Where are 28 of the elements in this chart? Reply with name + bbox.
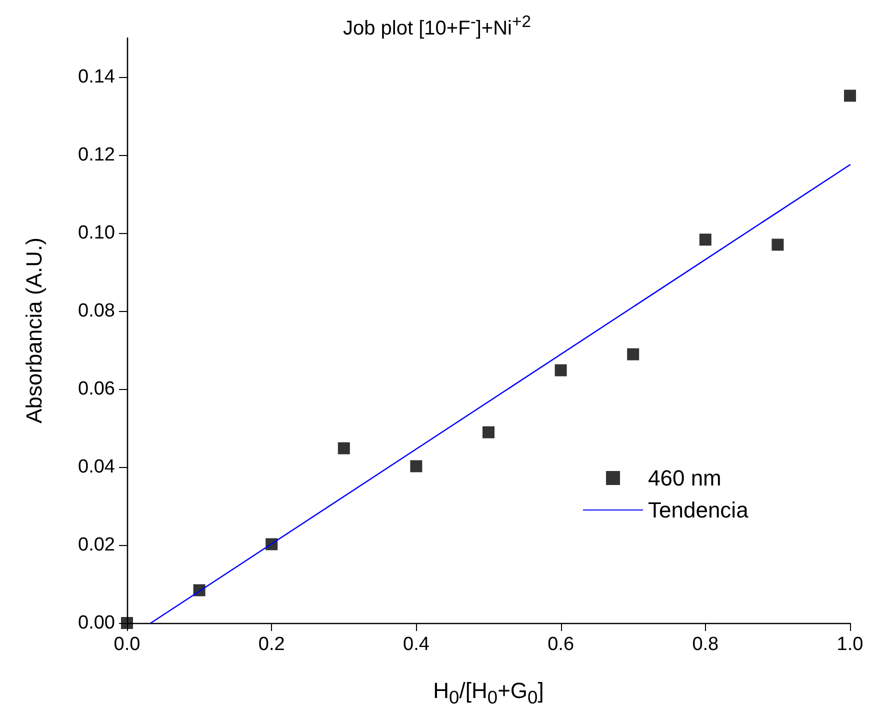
- y-tick-label: 0.04: [78, 456, 116, 478]
- point: [844, 90, 856, 102]
- point: [554, 364, 567, 376]
- y-tick-label: 0.06: [78, 378, 115, 400]
- x-tick-label: 0.6: [548, 634, 574, 655]
- point: [410, 460, 422, 472]
- x-tick-label: 0.8: [692, 634, 719, 655]
- legend-label: Tendencia: [648, 498, 750, 522]
- y-tick-label: 0.12: [78, 144, 115, 166]
- y-axis-title: Absorbancia (A.U.): [22, 238, 46, 424]
- point: [772, 238, 784, 251]
- y-tick-label: 0.02: [78, 534, 115, 556]
- x-tick-label: 0.2: [258, 634, 285, 655]
- y-tick-label: 0.14: [78, 66, 116, 88]
- x-tick-label: 1.0: [836, 634, 864, 655]
- x-axis-title: H$_{0}$/[H$_{0}$+G$_{0}$]: [432, 678, 545, 708]
- y-tick-label: 0.00: [78, 612, 115, 634]
- legend-label: 460 nm: [648, 466, 722, 490]
- point: [482, 426, 494, 438]
- x-tick-label: 0.4: [402, 634, 430, 655]
- point: [121, 617, 133, 629]
- point: [699, 234, 712, 246]
- y-tick-label: 0.10: [78, 222, 115, 244]
- point: [338, 442, 350, 454]
- x-tick-label: 0.0: [114, 634, 140, 655]
- point: [627, 348, 640, 360]
- y-tick-label: 0.08: [78, 300, 115, 322]
- chart-title: Job plot [10+F$^{-}$]+Ni$^{+2}$: [342, 12, 532, 41]
